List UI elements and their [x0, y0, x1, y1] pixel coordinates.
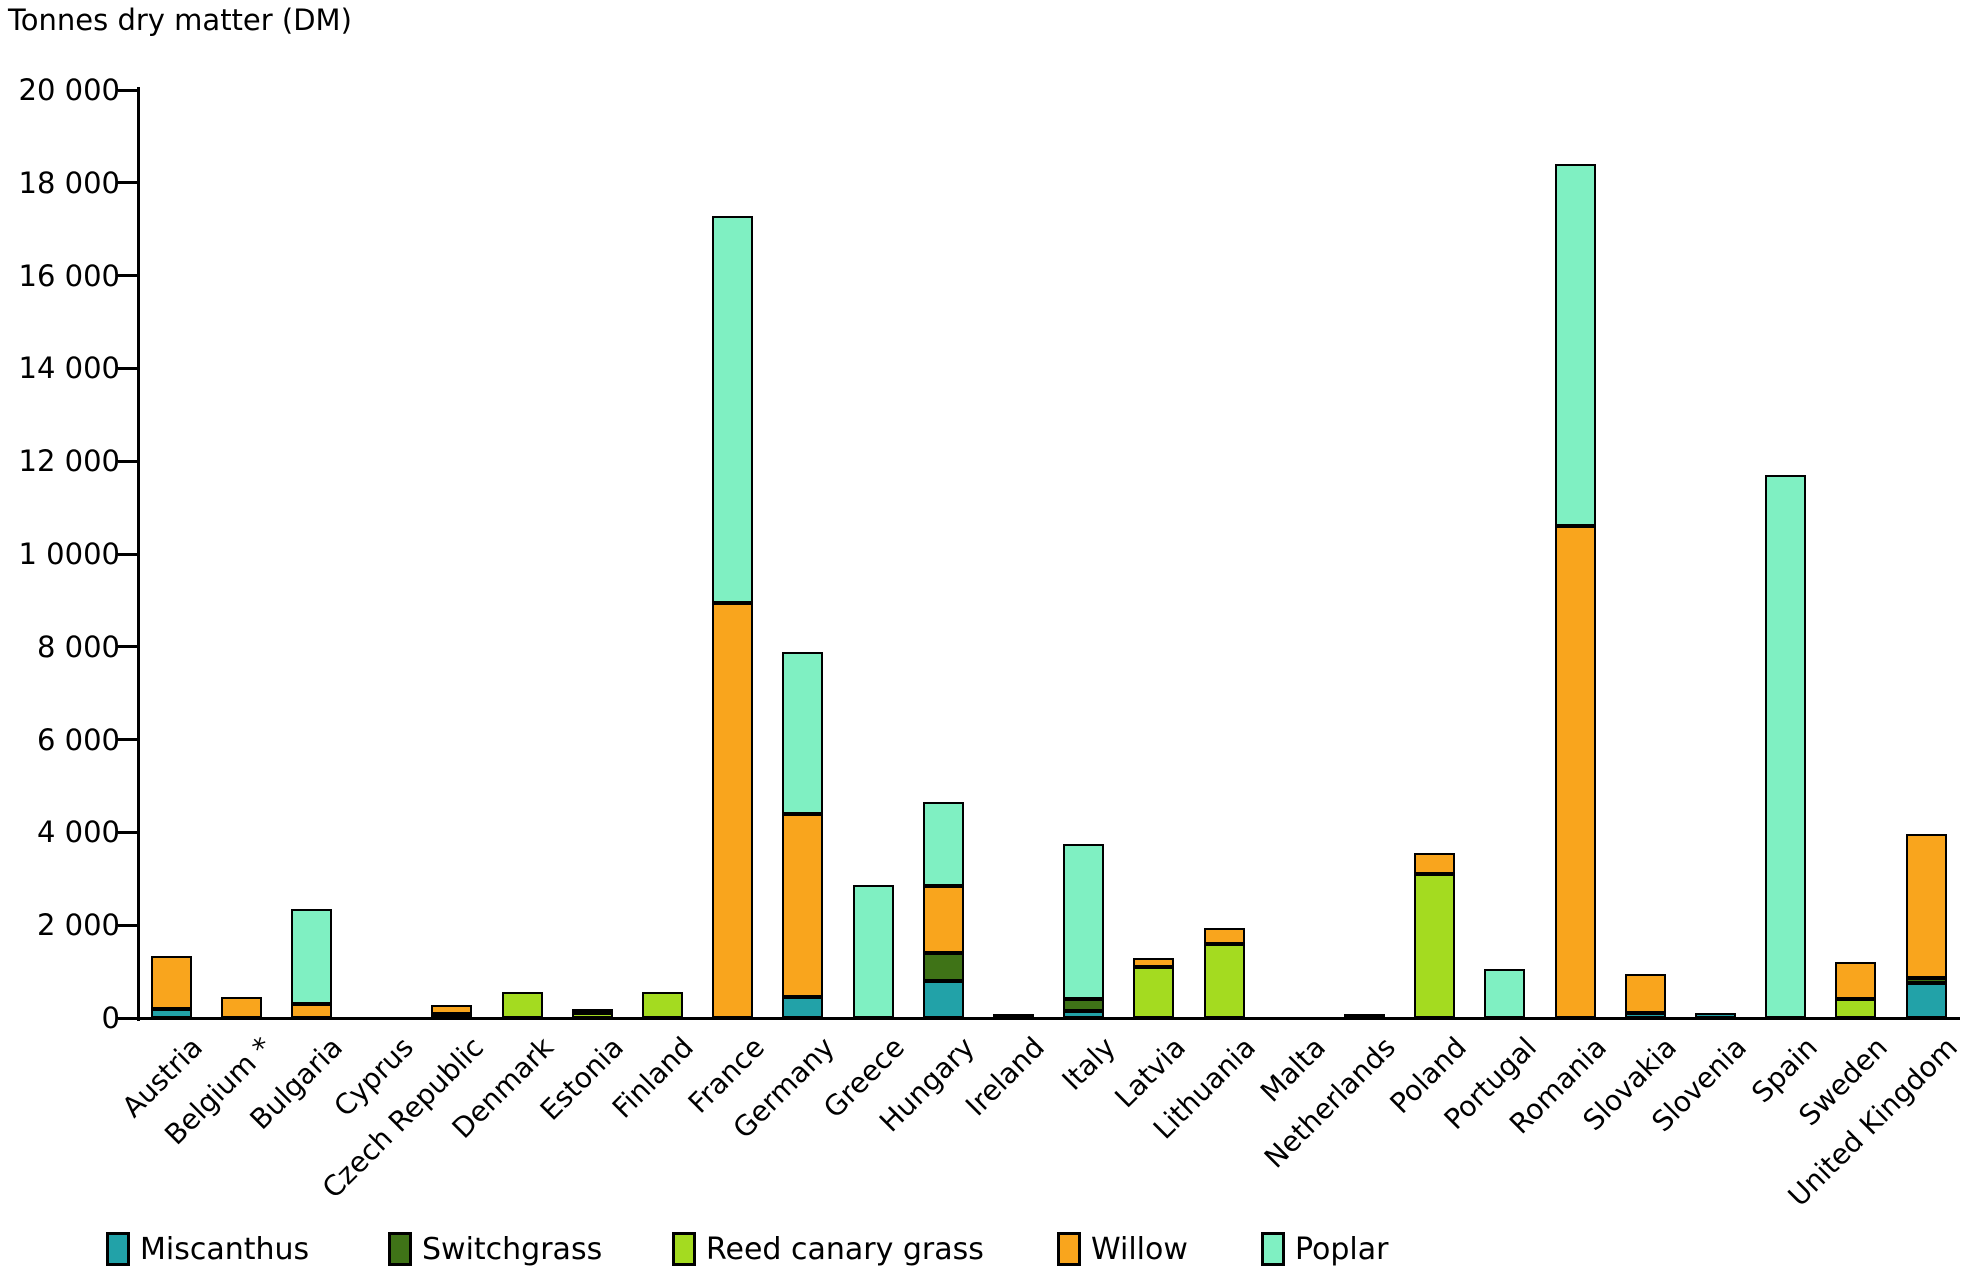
bar-hungary-poplar — [922, 802, 964, 886]
bar-austria-willow — [150, 956, 192, 1009]
y-tick-mark — [118, 645, 137, 649]
bar-spain-poplar — [1765, 475, 1807, 1018]
y-tick-label: 12 000 — [18, 444, 120, 479]
bar-france-willow — [712, 603, 754, 1018]
bar-united-kingdom-willow — [1905, 834, 1947, 978]
legend-swatch-willow — [1057, 1232, 1081, 1266]
x-axis-line — [137, 1017, 1960, 1020]
y-axis-line — [137, 87, 140, 1021]
y-tick-label: 6 000 — [36, 722, 120, 757]
y-tick-label: 8 000 — [36, 629, 120, 664]
legend-item-reed-canary-grass: Reed canary grass — [672, 1228, 984, 1270]
bar-italy-switchgrass — [1063, 999, 1105, 1011]
legend-label-switchgrass: Switchgrass — [422, 1231, 603, 1267]
bar-united-kingdom-switchgrass — [1905, 978, 1947, 983]
bar-denmark-reed-canary-grass — [501, 992, 543, 1018]
bar-romania-willow — [1554, 526, 1596, 1018]
y-tick-mark — [118, 738, 137, 742]
chart-title: Tonnes dry matter (DM) — [8, 3, 352, 37]
bar-latvia-willow — [1133, 958, 1175, 967]
legend-swatch-poplar — [1261, 1232, 1285, 1266]
legend-label-poplar: Poplar — [1295, 1231, 1389, 1267]
y-tick-mark — [118, 88, 137, 92]
bar-lithuania-reed-canary-grass — [1203, 944, 1245, 1018]
y-tick-mark — [118, 830, 137, 834]
bar-poland-reed-canary-grass — [1414, 874, 1456, 1018]
y-tick-label: 20 000 — [18, 73, 120, 107]
bar-lithuania-willow — [1203, 928, 1245, 944]
y-tick-label: 1 0000 — [18, 537, 120, 571]
bar-romania-poplar — [1554, 164, 1596, 526]
y-tick-mark — [118, 552, 137, 556]
bar-finland-reed-canary-grass — [641, 992, 683, 1018]
bar-estonia-willow — [571, 1009, 613, 1013]
bar-italy-poplar — [1063, 844, 1105, 999]
bar-latvia-reed-canary-grass — [1133, 967, 1175, 1018]
y-tick-label: 16 000 — [18, 258, 120, 293]
bar-germany-miscanthus — [782, 997, 824, 1018]
bar-hungary-miscanthus — [922, 981, 964, 1018]
legend-swatch-switchgrass — [388, 1232, 412, 1266]
bar-sweden-reed-canary-grass — [1835, 999, 1877, 1018]
bar-czech-republic-willow — [431, 1005, 473, 1014]
y-tick-label: 4 000 — [36, 815, 120, 850]
x-category-label-ireland: Ireland — [959, 1030, 1052, 1123]
legend-label-willow: Willow — [1091, 1231, 1188, 1267]
bar-bulgaria-willow — [290, 1004, 332, 1018]
y-tick-mark — [118, 1016, 137, 1020]
bar-germany-willow — [782, 814, 824, 997]
y-tick-mark — [118, 274, 137, 278]
bar-greece-poplar — [852, 885, 894, 1018]
bar-france-poplar — [712, 216, 754, 603]
bar-slovenia-miscanthus — [1694, 1013, 1736, 1018]
bar-ireland-miscanthus — [992, 1014, 1034, 1018]
bar-portugal-poplar — [1484, 969, 1526, 1018]
y-tick-mark — [118, 181, 137, 185]
legend-item-poplar: Poplar — [1261, 1228, 1388, 1270]
legend-item-switchgrass: Switchgrass — [388, 1228, 602, 1270]
y-tick-label: 0 — [101, 1001, 120, 1035]
bar-poland-willow — [1414, 853, 1456, 874]
bar-austria-miscanthus — [150, 1009, 192, 1018]
bar-slovakia-miscanthus — [1624, 1013, 1666, 1018]
bar-belgium-willow — [220, 997, 262, 1018]
bar-estonia-reed-canary-grass — [571, 1013, 613, 1018]
bar-czech-republic-miscanthus — [431, 1014, 473, 1018]
bar-bulgaria-poplar — [290, 909, 332, 1004]
bar-italy-miscanthus — [1063, 1011, 1105, 1018]
legend-label-miscanthus: Miscanthus — [140, 1231, 310, 1267]
bar-hungary-willow — [922, 886, 964, 953]
bar-hungary-switchgrass — [922, 953, 964, 981]
bar-germany-poplar — [782, 652, 824, 814]
legend-swatch-miscanthus — [106, 1232, 130, 1266]
legend-item-willow: Willow — [1057, 1228, 1188, 1270]
y-tick-label: 2 000 — [36, 908, 120, 943]
bar-slovakia-willow — [1624, 974, 1666, 1013]
bar-united-kingdom-miscanthus — [1905, 983, 1947, 1018]
bar-netherlands-willow — [1343, 1014, 1385, 1018]
legend-swatch-reed-canary-grass — [672, 1232, 696, 1266]
y-tick-label: 18 000 — [18, 165, 120, 200]
legend-label-reed-canary-grass: Reed canary grass — [706, 1231, 984, 1267]
legend-item-miscanthus: Miscanthus — [106, 1228, 309, 1270]
bar-sweden-willow — [1835, 962, 1877, 999]
y-tick-mark — [118, 923, 137, 927]
y-tick-mark — [118, 459, 137, 463]
y-tick-label: 14 000 — [18, 351, 120, 386]
y-tick-mark — [118, 366, 137, 370]
